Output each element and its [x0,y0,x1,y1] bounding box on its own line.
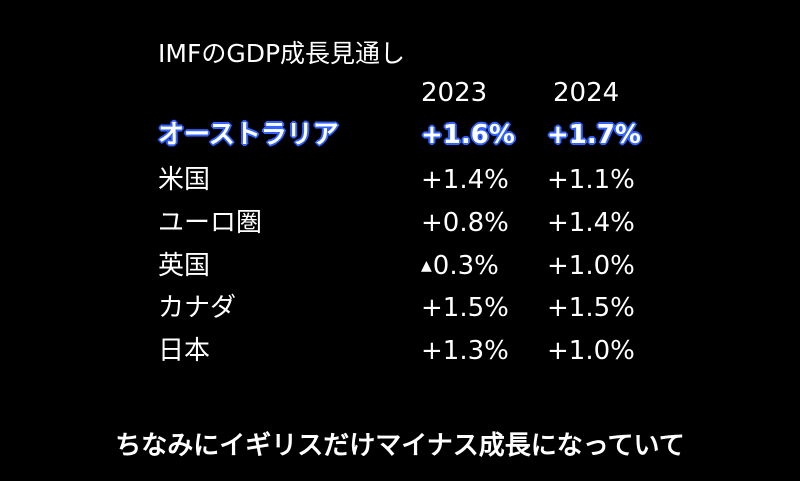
table-row-eurozone: ユーロ圏 +0.8% +1.4% [0,202,800,244]
country-label: ユーロ圏 [158,208,263,238]
table-row-japan: 日本 +1.3% +1.0% [0,330,800,372]
value-2024: +1.1% [547,165,635,195]
country-label: 英国 [158,251,211,281]
value-2023: +0.8% [421,208,509,238]
table-row-canada: カナダ +1.5% +1.5% [0,287,800,329]
value-2024: +1.5% [547,293,635,323]
value-2024: +1.4% [547,208,635,238]
value-2024: +1.0% [547,336,635,366]
country-label: 日本 [158,336,211,366]
value-2023: +1.4% [421,165,509,195]
table-row-uk: 英国 ▲0.3% +1.0% [0,245,800,287]
country-label: 米国 [158,165,211,195]
year-header-2024: 2024 [553,78,620,108]
slide-title: IMFのGDP成長見通し [158,39,406,68]
caption-subtitle: ちなみにイギリスだけマイナス成長になっていて [115,431,685,461]
value-2023: +1.5% [421,293,509,323]
value-2024: +1.0% [547,251,635,281]
negative-triangle-icon: ▲ [421,258,432,274]
value-2023: +1.6% [421,120,515,150]
year-header-2023: 2023 [421,78,488,108]
country-label: カナダ [158,293,237,323]
value-2024: +1.7% [547,120,641,150]
table-row-australia: オーストラリア +1.6% +1.7% [0,114,800,156]
country-label: オーストラリア [158,120,339,150]
value-2023: +1.3% [421,336,509,366]
value-2023: ▲0.3% [421,245,499,287]
table-row-us: 米国 +1.4% +1.1% [0,159,800,201]
value-2023-number: 0.3% [432,251,499,281]
